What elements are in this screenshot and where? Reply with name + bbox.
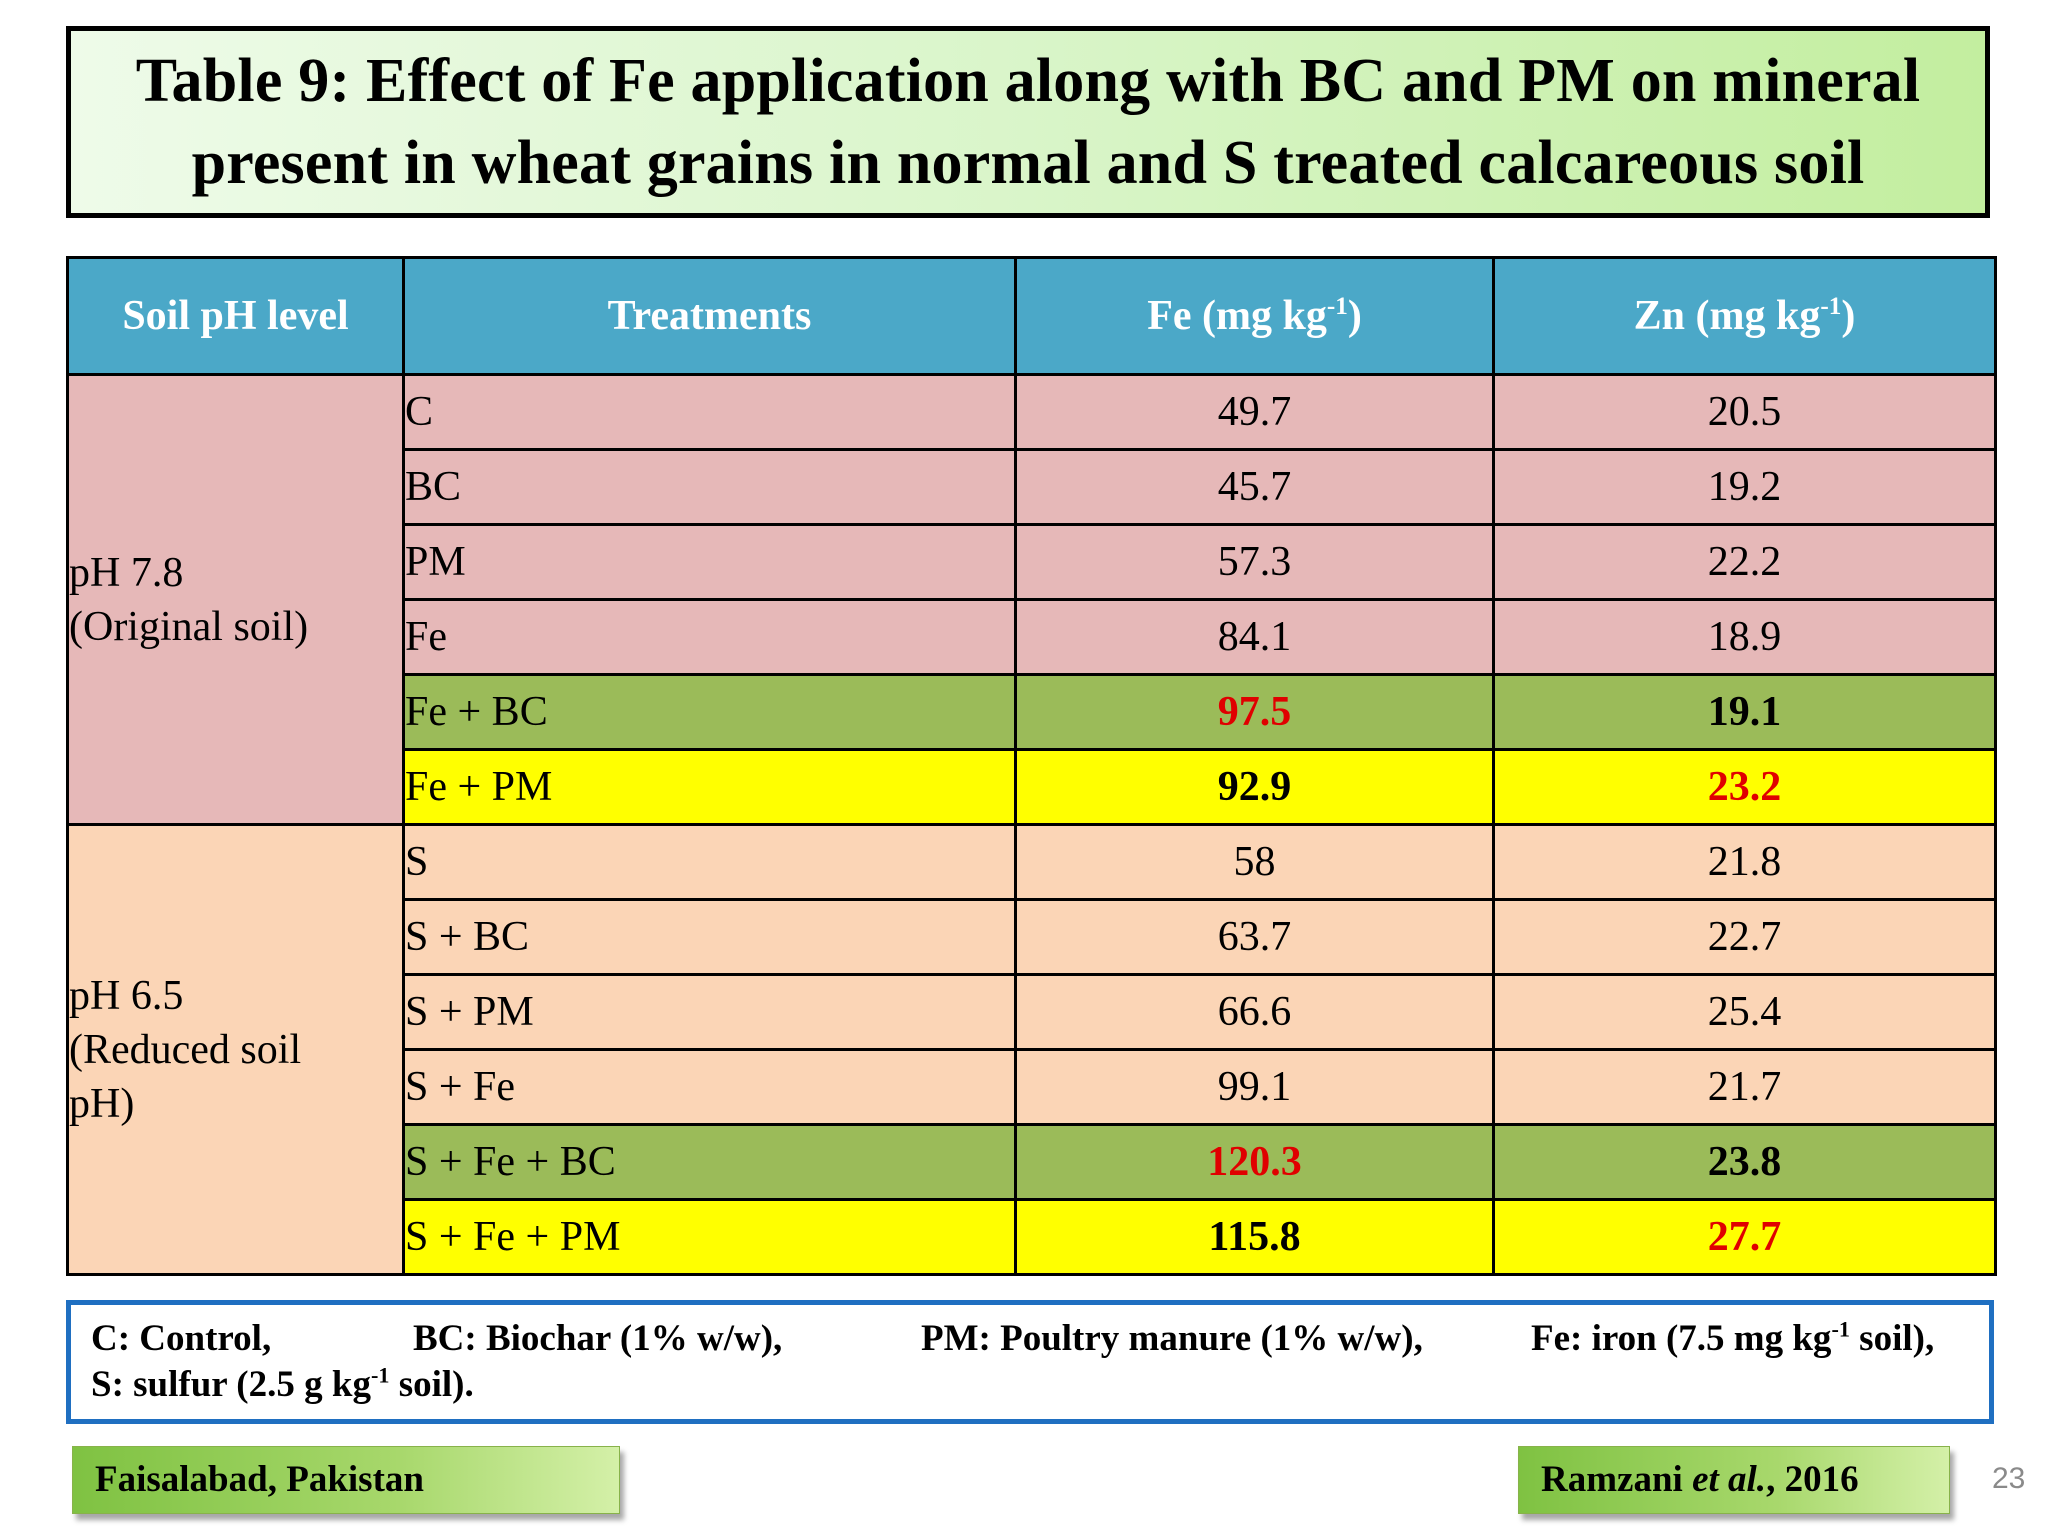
- results-table: Soil pH level Treatments Fe (mg kg-1) Zn…: [66, 256, 1997, 1276]
- fe-value-cell: 57.3: [1014, 523, 1495, 601]
- table-row-highlight-bc: S + Fe + BC 120.3 23.8: [67, 1123, 1997, 1201]
- ph-group-label-line: (Reduced soil: [69, 1026, 302, 1073]
- zn-value-cell-max: 23.2: [1492, 748, 1997, 826]
- treatment-cell: Fe + PM: [402, 748, 1017, 826]
- citation-author: Ramzani: [1541, 1459, 1693, 1500]
- header-zn-text: Zn (mg kg: [1633, 293, 1821, 339]
- header-zn-sup: -1: [1820, 293, 1842, 320]
- zn-value-cell: 19.1: [1492, 673, 1997, 751]
- ph-group-label-line: pH 7.8: [69, 549, 184, 596]
- treatment-cell: C: [402, 373, 1017, 451]
- treatment-cell: Fe: [402, 598, 1017, 676]
- fe-value-cell: 84.1: [1014, 598, 1495, 676]
- treatment-cell: S + Fe + BC: [402, 1123, 1017, 1201]
- table-row-highlight-bc: Fe + BC 97.5 19.1: [67, 673, 1997, 751]
- fe-value-cell: 58: [1014, 823, 1495, 901]
- header-zn: Zn (mg kg-1): [1492, 256, 1997, 376]
- zn-value-cell: 25.4: [1492, 973, 1997, 1051]
- fe-value-cell: 92.9: [1014, 748, 1495, 826]
- zn-value-cell: 18.9: [1492, 598, 1997, 676]
- treatment-cell: S + Fe: [402, 1048, 1017, 1126]
- legend-iron-sup: -1: [1831, 1316, 1850, 1342]
- legend-sulfur-sup: -1: [370, 1362, 390, 1388]
- zn-value-cell: 21.7: [1492, 1048, 1997, 1126]
- header-fe-text: Fe (mg kg: [1147, 293, 1327, 339]
- legend-iron: Fe: iron (7.5 mg kg-1 soil),: [1531, 1317, 1934, 1360]
- citation-year: , 2016: [1766, 1459, 1859, 1500]
- citation-tag: Ramzani et al., 2016: [1518, 1446, 1950, 1514]
- treatment-cell: S + PM: [402, 973, 1017, 1051]
- slide-title-line-2: present in wheat grains in normal and S …: [191, 129, 1865, 197]
- treatment-cell: S + Fe + PM: [402, 1198, 1017, 1276]
- fe-value-cell: 66.6: [1014, 973, 1495, 1051]
- table-row: pH 7.8 (Original soil) C 49.7 20.5: [66, 373, 1997, 826]
- treatment-cell: Fe + BC: [402, 673, 1017, 751]
- slide-title-box: Table 9: Effect of Fe application along …: [66, 26, 1990, 218]
- ph-group-label-line: pH): [69, 1080, 135, 1127]
- ph-group-label-line: (Original soil): [69, 603, 309, 650]
- zn-value-cell-max: 27.7: [1492, 1198, 1997, 1276]
- fe-value-cell: 45.7: [1014, 448, 1495, 526]
- table-header-row: Soil pH level Treatments Fe (mg kg-1) Zn…: [66, 256, 1997, 376]
- header-fe: Fe (mg kg-1): [1014, 256, 1495, 376]
- ph-group-original: pH 7.8 (Original soil): [66, 373, 405, 826]
- treatment-cell: S: [402, 823, 1017, 901]
- zn-value-cell: 20.5: [1492, 373, 1997, 451]
- slide-title-line-1: Table 9: Effect of Fe application along …: [135, 47, 1921, 115]
- header-fe-sup: -1: [1326, 293, 1348, 320]
- table-row: S + Fe 99.1 21.7: [67, 1048, 1997, 1126]
- page-number: 23: [1992, 1462, 2026, 1495]
- zn-value-cell: 23.8: [1492, 1123, 1997, 1201]
- ph-group-reduced: pH 6.5 (Reduced soil pH): [66, 823, 405, 1276]
- treatment-cell: S + BC: [402, 898, 1017, 976]
- fe-value-cell: 99.1: [1014, 1048, 1495, 1126]
- table-row: PM 57.3 22.2: [67, 523, 1997, 601]
- header-soil-ph: Soil pH level: [66, 256, 405, 376]
- fe-value-cell: 63.7: [1014, 898, 1495, 976]
- zn-value-cell: 22.7: [1492, 898, 1997, 976]
- legend-sulfur-unit: soil).: [389, 1364, 474, 1405]
- treatment-cell: PM: [402, 523, 1017, 601]
- legend-iron-unit: soil),: [1849, 1318, 1935, 1359]
- header-treatments: Treatments: [402, 256, 1017, 376]
- fe-value-cell: 49.7: [1014, 373, 1495, 451]
- fe-value-cell-max: 97.5: [1014, 673, 1495, 751]
- legend-control: C: Control,: [91, 1318, 272, 1359]
- abbreviation-legend: C: Control, BC: Biochar (1% w/w), PM: Po…: [66, 1300, 1994, 1424]
- legend-iron-text: Fe: iron (7.5 mg kg: [1531, 1318, 1832, 1359]
- legend-sulfur: S: sulfur (2.5 g kg-1 soil).: [91, 1363, 474, 1406]
- location-tag: Faisalabad, Pakistan: [72, 1446, 620, 1514]
- table-row: BC 45.7 19.2: [67, 448, 1997, 526]
- fe-value-cell: 115.8: [1014, 1198, 1495, 1276]
- legend-sulfur-text: S: sulfur (2.5 g kg: [91, 1364, 371, 1405]
- zn-value-cell: 19.2: [1492, 448, 1997, 526]
- treatment-cell: BC: [402, 448, 1017, 526]
- legend-biochar: BC: Biochar (1% w/w),: [413, 1318, 783, 1359]
- citation-etal: et al.: [1692, 1459, 1767, 1500]
- header-fe-close: ): [1347, 293, 1362, 339]
- fe-value-cell-max: 120.3: [1014, 1123, 1495, 1201]
- zn-value-cell: 21.8: [1492, 823, 1997, 901]
- zn-value-cell: 22.2: [1492, 523, 1997, 601]
- table-row: pH 6.5 (Reduced soil pH) S 58 21.8: [66, 823, 1997, 1276]
- ph-group-label-line: pH 6.5: [69, 972, 184, 1019]
- legend-poultry-manure: PM: Poultry manure (1% w/w),: [921, 1318, 1423, 1359]
- header-zn-close: ): [1841, 293, 1856, 339]
